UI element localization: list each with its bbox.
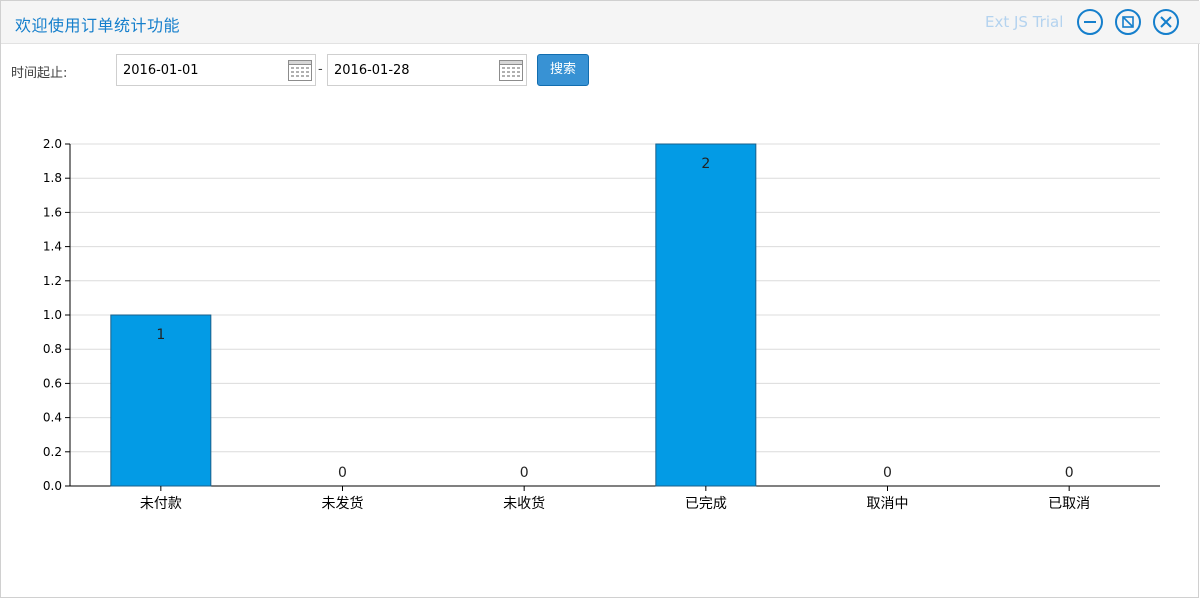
search-button[interactable]: 搜索 — [537, 54, 589, 86]
date-range-label: 时间起止: — [11, 66, 68, 81]
maximize-button[interactable] — [1115, 9, 1141, 35]
minimize-button[interactable] — [1077, 9, 1103, 35]
bar-0 — [110, 314, 212, 487]
data-label: 2 — [701, 156, 710, 172]
y-tick-label: 2.0 — [43, 137, 62, 151]
data-label: 1 — [156, 327, 165, 343]
y-tick-label: 0.8 — [43, 342, 62, 356]
close-icon — [1160, 16, 1172, 28]
title-bar: 欢迎使用订单统计功能 Ext JS Trial — [1, 1, 1200, 44]
data-label: 0 — [520, 465, 529, 481]
x-tick-label: 已完成 — [685, 496, 727, 512]
data-label: 0 — [338, 465, 347, 481]
y-tick-label: 0.4 — [43, 411, 62, 425]
end-date-field[interactable] — [327, 54, 527, 86]
x-tick-label: 已取消 — [1048, 496, 1090, 512]
bar-3 — [655, 143, 757, 487]
y-tick-label: 0.0 — [43, 479, 62, 493]
calendar-icon — [499, 60, 523, 81]
y-tick-label: 1.2 — [43, 274, 62, 288]
x-tick-label: 未付款 — [140, 496, 182, 512]
x-tick-label: 取消中 — [867, 496, 909, 512]
end-date-picker-button[interactable] — [498, 57, 524, 83]
close-button[interactable] — [1153, 9, 1179, 35]
x-tick-label: 未发货 — [322, 495, 364, 512]
end-date-input[interactable] — [328, 55, 502, 85]
trial-label: Ext JS Trial — [985, 13, 1064, 31]
start-date-picker-button[interactable] — [287, 57, 313, 83]
window-title: 欢迎使用订单统计功能 — [15, 16, 181, 35]
data-label: 0 — [883, 465, 892, 481]
y-tick-label: 1.8 — [43, 171, 62, 185]
y-tick-label: 1.4 — [43, 240, 62, 254]
maximize-icon — [1122, 16, 1134, 28]
x-tick-label: 未收货 — [503, 495, 545, 512]
y-tick-label: 0.6 — [43, 376, 62, 390]
start-date-field[interactable] — [116, 54, 316, 86]
date-separator: - — [318, 62, 323, 77]
data-label: 0 — [1065, 465, 1074, 481]
minimize-icon — [1084, 21, 1096, 23]
y-tick-label: 1.0 — [43, 308, 62, 322]
calendar-icon — [288, 60, 312, 81]
y-tick-label: 1.6 — [43, 205, 62, 219]
y-tick-label: 0.2 — [43, 445, 62, 459]
order-status-bar-chart: 0.0 0.2 0.4 0.6 0.8 1.0 1.2 1.4 1.6 1.8 2.0 1 未付款 0 未发… — [43, 137, 1160, 512]
start-date-input[interactable] — [117, 55, 291, 85]
